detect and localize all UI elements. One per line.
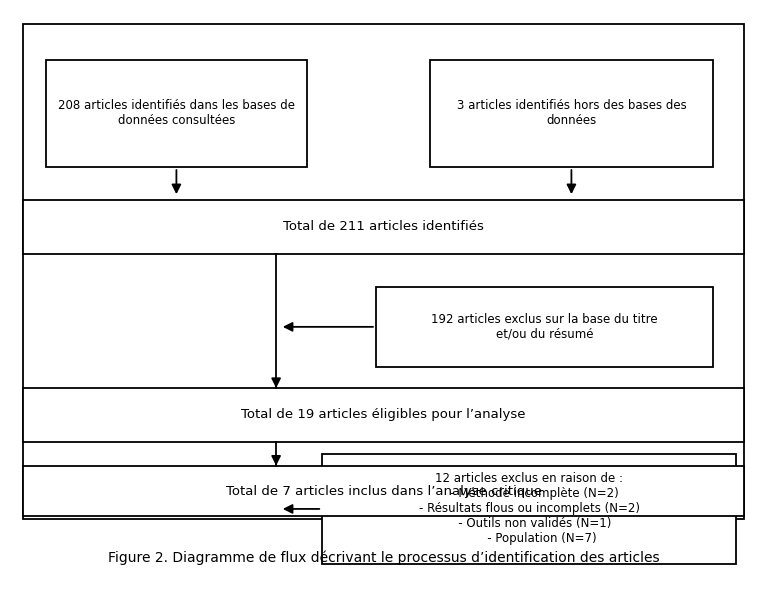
FancyBboxPatch shape <box>23 388 744 442</box>
FancyBboxPatch shape <box>430 60 713 167</box>
Text: Total de 19 articles éligibles pour l’analyse: Total de 19 articles éligibles pour l’an… <box>242 408 525 421</box>
Text: 192 articles exclus sur la base du titre
et/ou du résumé: 192 articles exclus sur la base du titre… <box>431 313 658 341</box>
FancyBboxPatch shape <box>376 287 713 367</box>
FancyBboxPatch shape <box>322 454 736 564</box>
Text: Total de 211 articles identifiés: Total de 211 articles identifiés <box>283 220 484 233</box>
Text: 3 articles identifiés hors des bases des
données: 3 articles identifiés hors des bases des… <box>456 100 686 127</box>
FancyBboxPatch shape <box>23 200 744 254</box>
FancyBboxPatch shape <box>23 466 744 516</box>
Text: Figure 2. Diagramme de flux décrivant le processus d’identification des articles: Figure 2. Diagramme de flux décrivant le… <box>107 551 660 565</box>
Text: 12 articles exclus en raison de :
   - Méthode incomplète (N=2)
- Résultats flou: 12 articles exclus en raison de : - Méth… <box>419 472 640 546</box>
Text: 208 articles identifiés dans les bases de
données consultées: 208 articles identifiés dans les bases d… <box>58 100 295 127</box>
FancyBboxPatch shape <box>46 60 307 167</box>
Text: Total de 7 articles inclus dans l’analyse critique: Total de 7 articles inclus dans l’analys… <box>225 485 542 497</box>
